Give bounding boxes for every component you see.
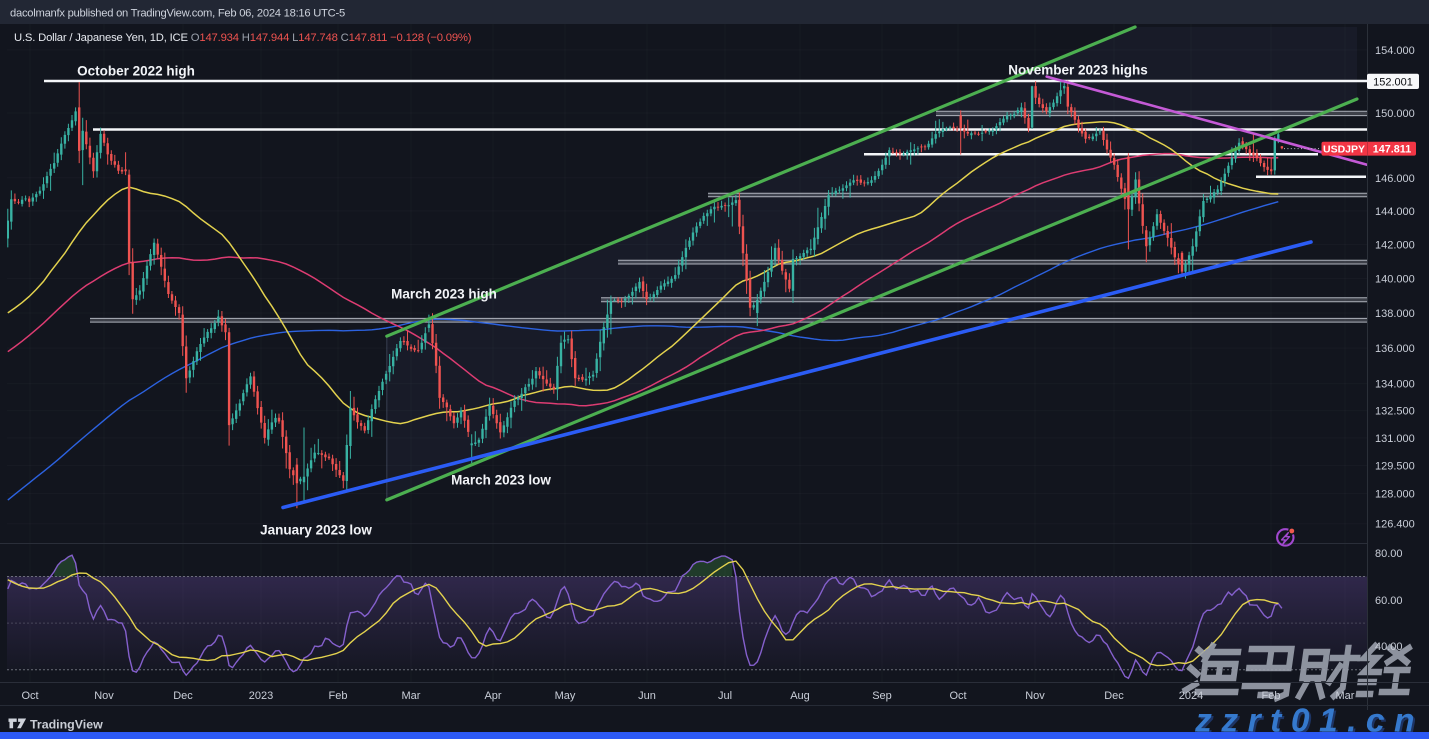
svg-text:Mar: Mar (402, 690, 421, 702)
svg-text:60.00: 60.00 (1375, 595, 1403, 607)
svg-text:March 2023 high: March 2023 high (391, 287, 497, 302)
svg-text:144.000: 144.000 (1375, 206, 1415, 218)
svg-text:dacolmanfx published on Tradin: dacolmanfx published on TradingView.com,… (10, 8, 345, 20)
svg-text:138.000: 138.000 (1375, 308, 1415, 320)
svg-text:Apr: Apr (484, 690, 501, 702)
svg-text:U.S. Dollar / Japanese Yen, 1D: U.S. Dollar / Japanese Yen, 1D, ICE O147… (14, 32, 472, 44)
svg-text:Dec: Dec (173, 690, 193, 702)
svg-text:142.000: 142.000 (1375, 240, 1415, 252)
svg-text:Oct: Oct (949, 690, 966, 702)
svg-text:Dec: Dec (1104, 690, 1124, 702)
svg-text:126.400: 126.400 (1375, 519, 1415, 531)
svg-text:2024: 2024 (1179, 690, 1203, 702)
svg-text:Mar: Mar (1336, 690, 1355, 702)
svg-text:134.000: 134.000 (1375, 379, 1415, 391)
svg-text:80.00: 80.00 (1375, 548, 1403, 560)
svg-text:152.001: 152.001 (1373, 76, 1413, 88)
svg-text:Feb: Feb (329, 690, 348, 702)
svg-text:Oct: Oct (21, 690, 38, 702)
svg-text:Sep: Sep (872, 690, 892, 702)
svg-text:Aug: Aug (790, 690, 810, 702)
svg-text:131.000: 131.000 (1375, 433, 1415, 445)
svg-text:Nov: Nov (1025, 690, 1045, 702)
svg-text:January 2023 low: January 2023 low (260, 523, 372, 538)
svg-text:150.000: 150.000 (1375, 108, 1415, 120)
svg-text:Jul: Jul (718, 690, 732, 702)
svg-text:May: May (555, 690, 576, 702)
svg-text:154.000: 154.000 (1375, 45, 1415, 57)
svg-text:November 2023 highs: November 2023 highs (1008, 63, 1148, 78)
svg-text:146.000: 146.000 (1375, 173, 1415, 185)
svg-text:March 2023 low: March 2023 low (451, 473, 551, 488)
svg-text:136.000: 136.000 (1375, 343, 1415, 355)
svg-text:128.000: 128.000 (1375, 489, 1415, 501)
svg-text:140.000: 140.000 (1375, 274, 1415, 286)
svg-text:Jun: Jun (638, 690, 656, 702)
svg-text:132.500: 132.500 (1375, 406, 1415, 418)
svg-text:Feb: Feb (1262, 690, 1281, 702)
svg-text:Nov: Nov (94, 690, 114, 702)
svg-text:USDJPY: USDJPY (1323, 143, 1365, 155)
svg-text:129.500: 129.500 (1375, 461, 1415, 473)
svg-text:TradingView: TradingView (30, 718, 103, 732)
svg-text:October 2022 high: October 2022 high (77, 64, 195, 79)
svg-text:40.00: 40.00 (1375, 641, 1403, 653)
svg-text:2023: 2023 (249, 690, 273, 702)
svg-text:147.811: 147.811 (1373, 143, 1411, 155)
